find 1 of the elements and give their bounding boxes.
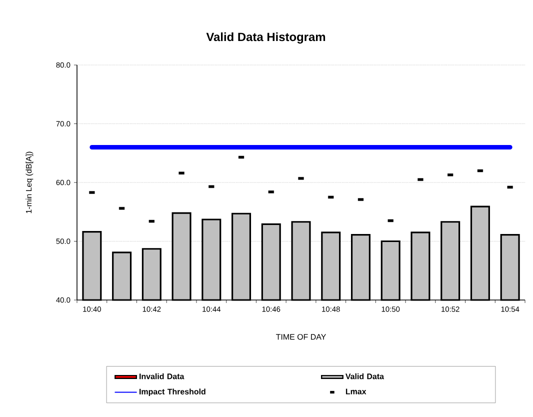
chart-title: Valid Data Histogram xyxy=(206,32,326,44)
